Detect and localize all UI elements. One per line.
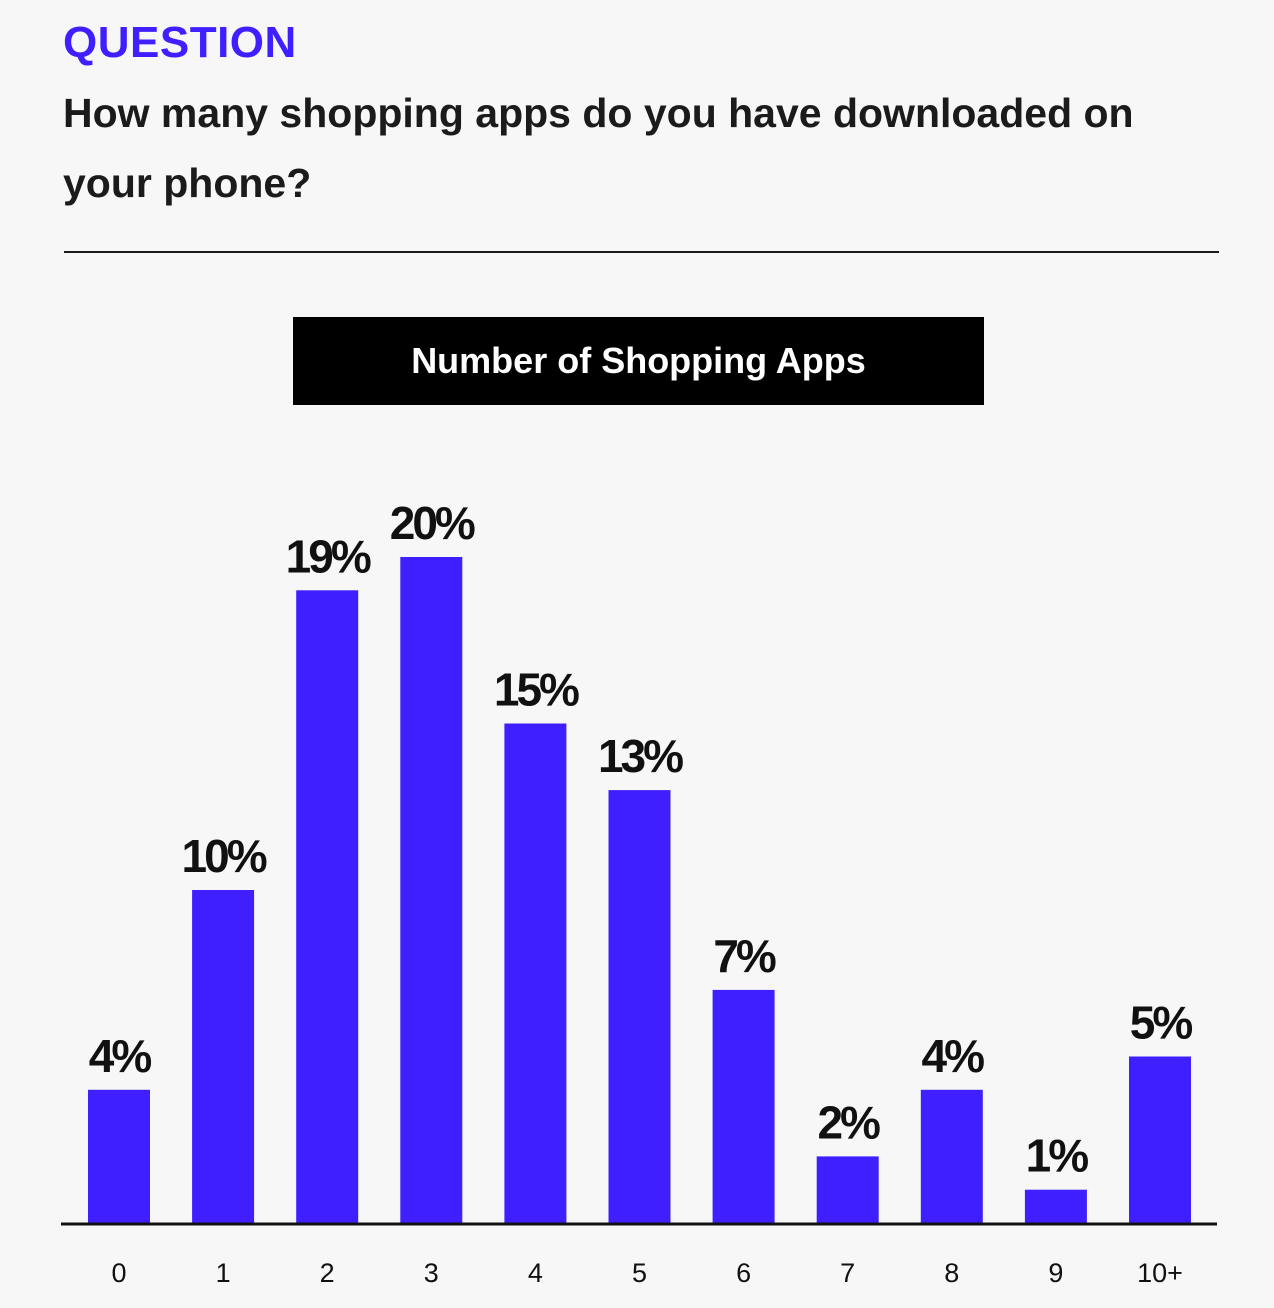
x-tick-label-8: 8 [944,1258,959,1288]
value-label-0: 4% [89,1030,152,1082]
bars-group [88,557,1191,1223]
value-labels-group: 4% 10% 19% 20% 15% 13% 7% 2% 4% 1% 5% [89,497,1196,1182]
x-tick-label-6: 6 [736,1258,751,1288]
value-label-2: 19% [286,530,371,582]
tick-labels-group: 0 1 2 3 4 5 6 7 8 9 10+ [111,1258,1182,1288]
bar-3 [400,557,463,1223]
x-tick-label-2: 2 [320,1258,335,1288]
value-label-1: 10% [182,830,267,882]
value-label-4: 15% [494,664,579,716]
value-label-9: 1% [1026,1130,1089,1182]
bar-7 [816,1156,879,1223]
x-tick-label-5: 5 [632,1258,647,1288]
value-label-3: 20% [390,497,475,549]
chart-title: Number of Shopping Apps [411,340,866,381]
value-label-5: 13% [598,730,683,782]
x-tick-label-4: 4 [528,1258,543,1288]
bar-9 [1024,1189,1087,1223]
x-tick-label-9: 9 [1048,1258,1063,1288]
chart-title-box: Number of Shopping Apps [293,317,984,405]
question-label: QUESTION [63,18,297,67]
x-tick-label-0: 0 [111,1258,126,1288]
question-text: How many shopping apps do you have downl… [63,90,1134,206]
bar-2 [296,590,359,1223]
value-label-8: 4% [922,1030,985,1082]
value-label-7: 2% [817,1096,880,1148]
value-label-10+: 5% [1130,997,1193,1049]
x-tick-label-7: 7 [840,1258,855,1288]
value-label-6: 7% [713,930,776,982]
bar-1 [192,890,255,1223]
x-tick-label-10+: 10+ [1137,1258,1183,1288]
bar-6 [712,989,775,1223]
x-tick-label-3: 3 [424,1258,439,1288]
divider [64,251,1219,253]
x-tick-label-1: 1 [216,1258,231,1288]
bar-5 [608,790,671,1223]
bar-4 [504,723,567,1223]
bar-0 [88,1089,150,1223]
bar-8 [920,1089,983,1223]
bar-10+ [1129,1056,1191,1223]
